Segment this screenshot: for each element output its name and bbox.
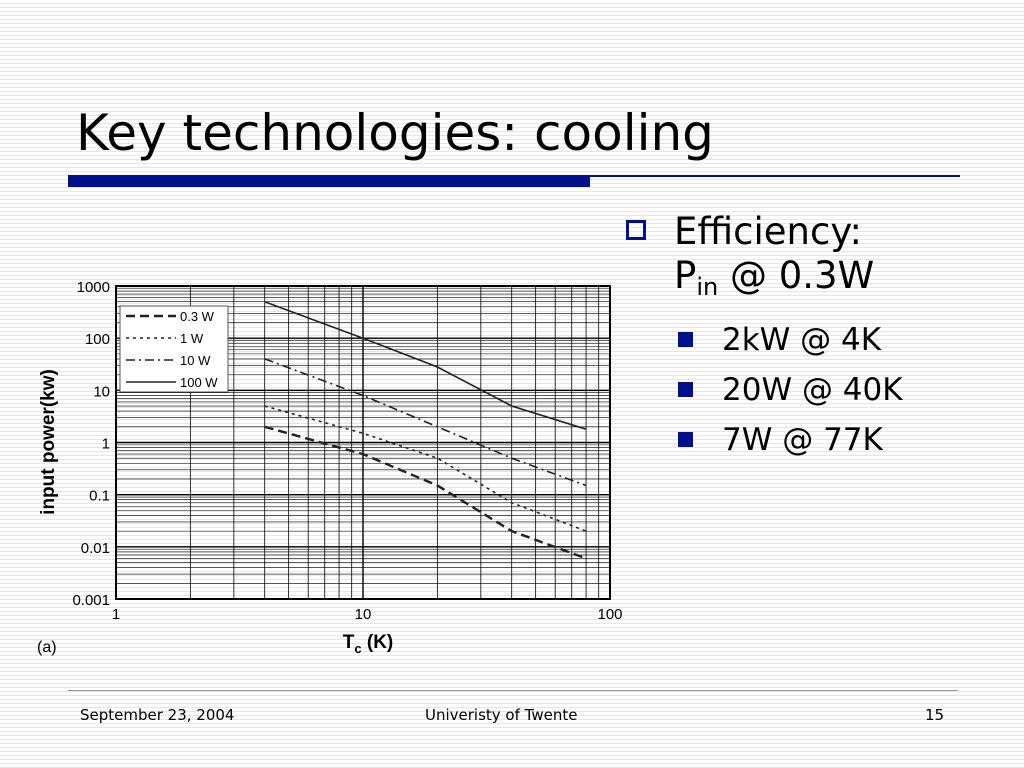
legend-label: 0.3 W bbox=[180, 309, 215, 324]
footer-date: September 23, 2004 bbox=[80, 706, 235, 724]
x-tick-label: 10 bbox=[355, 606, 372, 623]
bullet-efficiency-line2: Pin @ 0.3W bbox=[674, 254, 875, 301]
sub-bullet-item: 7W @ 77K bbox=[622, 415, 1012, 465]
y-tick-label: 10 bbox=[93, 383, 110, 400]
sub-bullet-list: 2kW @ 4K 20W @ 40K 7W @ 77K bbox=[622, 315, 1012, 465]
bullet-efficiency: Efficiency: Pin @ 0.3W bbox=[622, 210, 1012, 309]
plot-frame bbox=[115, 285, 611, 600]
slide-title: Key technologies: cooling bbox=[76, 104, 714, 162]
legend-label: 1 W bbox=[180, 331, 204, 346]
y-axis-label: input power(kw) bbox=[38, 369, 59, 515]
sub-bullet-text: 20W @ 40K bbox=[722, 372, 903, 408]
footer-organization: Univeristy of Twente bbox=[425, 706, 578, 724]
sub-bullet-text: 7W @ 77K bbox=[722, 422, 883, 458]
y-tick-label: 100 bbox=[85, 331, 110, 348]
series-lines bbox=[264, 300, 587, 560]
y-tick-label: 1000 bbox=[77, 279, 110, 296]
panel-label: (a) bbox=[37, 639, 57, 656]
series-line bbox=[264, 300, 587, 430]
title-underline-bar bbox=[68, 175, 590, 187]
legend-label: 100 W bbox=[180, 375, 218, 390]
series-line bbox=[264, 405, 587, 532]
chart-svg: 1000 100 10 1 0.1 0.01 0.001 1 10 100 0.3 W 1 W 10… bbox=[37, 279, 623, 656]
y-tick-label: 0.01 bbox=[81, 540, 110, 557]
title-underline-line bbox=[590, 175, 960, 177]
x-tick-labels: 1 10 100 bbox=[112, 606, 623, 623]
x-axis-label: Tc (K) bbox=[343, 632, 394, 656]
sub-bullet-text: 2kW @ 4K bbox=[722, 322, 882, 358]
x-tick-label: 1 bbox=[112, 606, 120, 623]
y-tick-labels: 1000 100 10 1 0.1 0.01 0.001 bbox=[72, 279, 110, 609]
filled-square-bullet-icon bbox=[678, 332, 693, 347]
sub-bullet-item: 20W @ 40K bbox=[622, 365, 1012, 415]
y-tick-label: 0.001 bbox=[72, 592, 110, 609]
legend-label: 10 W bbox=[180, 353, 211, 368]
footer-page-number: 15 bbox=[925, 706, 945, 724]
y-tick-label: 1 bbox=[102, 436, 110, 453]
filled-square-bullet-icon bbox=[678, 382, 693, 397]
hollow-square-bullet-icon bbox=[626, 220, 646, 240]
footer-divider bbox=[68, 690, 958, 691]
series-line bbox=[264, 425, 587, 560]
sub-bullet-item: 2kW @ 4K bbox=[622, 315, 1012, 365]
y-tick-label: 0.1 bbox=[89, 488, 110, 505]
filled-square-bullet-icon bbox=[678, 432, 693, 447]
legend-box bbox=[119, 305, 229, 393]
cooling-power-chart: 1000 100 10 1 0.1 0.01 0.001 1 10 100 0.3 W 1 W 10… bbox=[30, 270, 640, 670]
legend: 0.3 W 1 W 10 W 100 W bbox=[119, 305, 229, 393]
bullet-efficiency-line1: Efficiency: bbox=[674, 210, 862, 253]
x-tick-label: 100 bbox=[597, 606, 622, 623]
bullet-list: Efficiency: Pin @ 0.3W 2kW @ 4K 20W @ 40… bbox=[622, 210, 1012, 465]
series-line bbox=[264, 358, 587, 487]
